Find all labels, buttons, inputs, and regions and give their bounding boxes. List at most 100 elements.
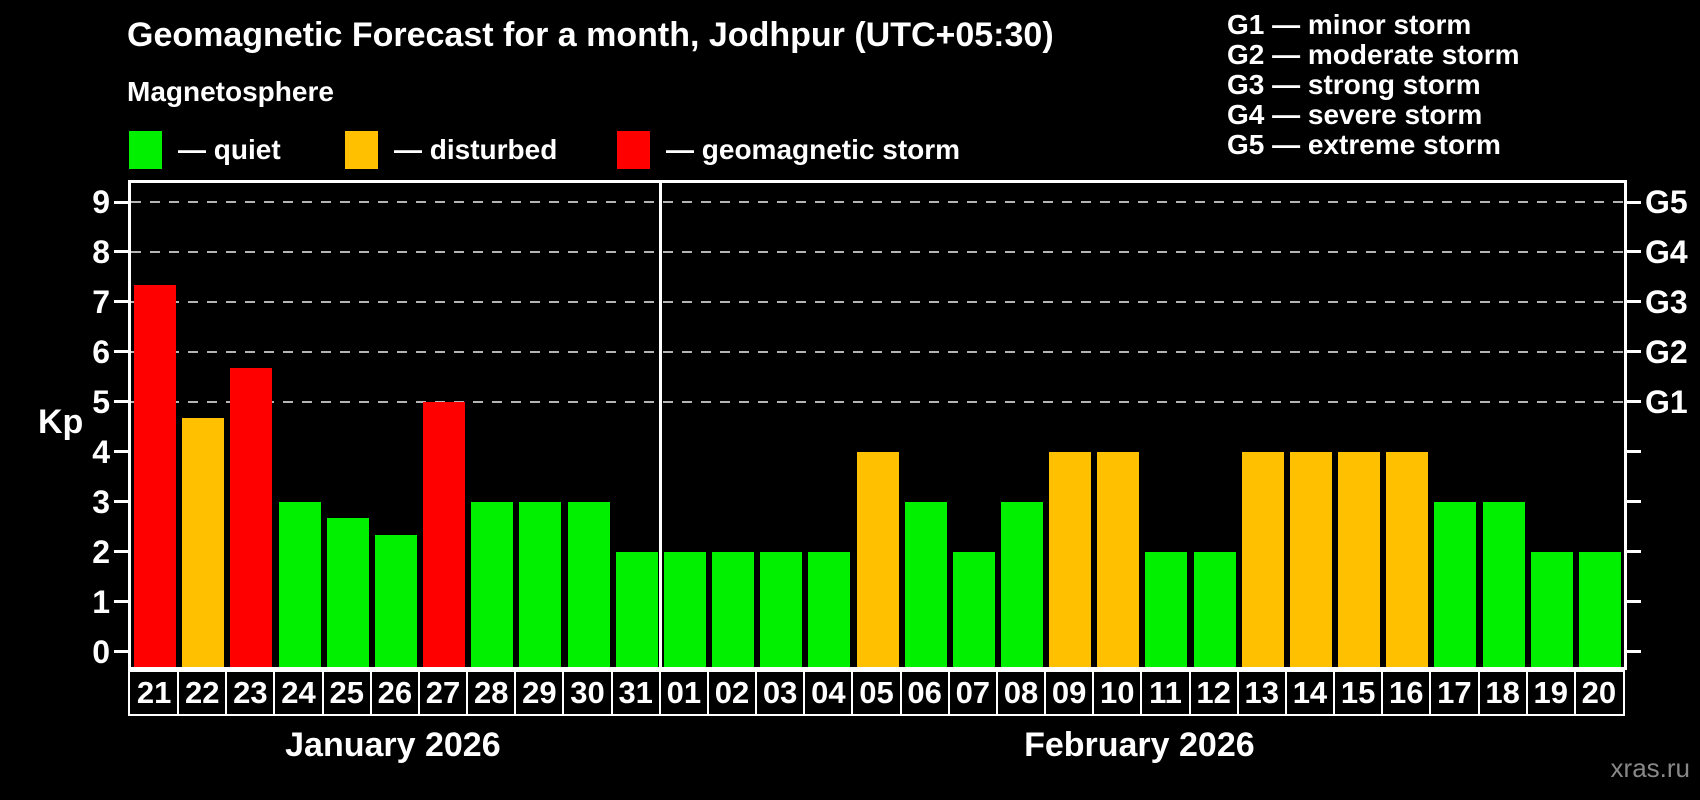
kp-bar-day-21 — [134, 285, 177, 667]
gridline-kp7 — [131, 300, 1624, 303]
legend-item-quiet: — quiet — [129, 131, 281, 169]
watermark: xras.ru — [1610, 753, 1690, 783]
x-day-label-10: 10 — [1100, 675, 1135, 710]
kp-bar-day-19 — [1530, 551, 1573, 667]
x-day-label-03: 03 — [762, 675, 798, 710]
kp-bar-day-31 — [615, 551, 658, 667]
y-tick-label-5: 5 — [92, 383, 110, 420]
kp-bar-day-15 — [1338, 451, 1381, 667]
x-day-label-31: 31 — [618, 675, 653, 710]
kp-bar-day-24 — [278, 501, 321, 667]
x-cell-divider — [1429, 672, 1432, 714]
legend-swatch-quiet — [129, 131, 162, 169]
x-cell-divider — [899, 672, 902, 714]
x-day-label-05: 05 — [859, 675, 894, 710]
x-cell-divider — [369, 672, 372, 714]
kp-bar-day-07 — [952, 551, 995, 667]
x-day-label-21: 21 — [136, 675, 172, 710]
x-day-label-01: 01 — [666, 675, 702, 710]
x-day-label-02: 02 — [714, 675, 750, 710]
y-tick-label-1: 1 — [92, 583, 110, 620]
x-cell-divider — [562, 672, 565, 714]
month-label-1: February 2026 — [1024, 726, 1255, 764]
x-day-label-24: 24 — [281, 675, 316, 710]
x-cell-divider — [851, 672, 854, 714]
kp-bar-day-05 — [856, 451, 899, 667]
legend-label: — quiet — [178, 134, 281, 165]
right-axis-label-g1: G1 — [1645, 383, 1688, 420]
x-cell-divider — [177, 672, 180, 714]
x-day-label-14: 14 — [1292, 675, 1328, 710]
x-day-label-26: 26 — [377, 675, 413, 710]
x-cell-divider — [273, 672, 276, 714]
x-day-label-04: 04 — [811, 675, 846, 710]
x-cell-divider — [658, 672, 661, 714]
y-tick-label-8: 8 — [92, 233, 110, 270]
y-axis-title: Kp — [38, 403, 84, 441]
x-day-label-25: 25 — [329, 675, 364, 710]
x-cell-divider — [1525, 672, 1528, 714]
gridline-kp8 — [131, 250, 1624, 253]
x-cell-divider — [417, 672, 420, 714]
x-cell-divider — [1573, 672, 1576, 714]
page-title: Geomagnetic Forecast for a month, Jodhpu… — [127, 16, 1054, 54]
x-cell-divider — [466, 672, 469, 714]
y-tick-right-7 — [1627, 300, 1641, 304]
y-tick-left-3 — [114, 500, 128, 504]
x-day-label-20: 20 — [1581, 675, 1617, 710]
kp-bar-day-16 — [1386, 451, 1429, 667]
legend-swatch-storm — [617, 131, 650, 169]
kp-bar-day-18 — [1482, 501, 1525, 667]
x-day-label-09: 09 — [1051, 675, 1087, 710]
legend-swatch-disturbed — [345, 131, 378, 169]
legend-item-storm: — geomagnetic storm — [617, 131, 960, 169]
x-cell-divider — [225, 672, 228, 714]
x-cell-divider — [1140, 672, 1143, 714]
y-tick-right-4 — [1627, 450, 1641, 454]
kp-bar-day-09 — [1049, 451, 1092, 667]
right-axis-label-g2: G2 — [1645, 333, 1688, 370]
kp-bar-day-14 — [1289, 451, 1332, 667]
kp-bar-day-25 — [326, 518, 369, 667]
x-cell-divider — [1477, 672, 1480, 714]
x-axis-day-labels: 21 22 23 24 25 26 27 28 29 30 31 01 02 03 04 05 06 07 08 09… — [128, 670, 1625, 716]
x-cell-divider — [610, 672, 613, 714]
y-tick-right-6 — [1627, 350, 1641, 354]
y-tick-label-3: 3 — [92, 483, 110, 520]
y-tick-left-7 — [114, 300, 128, 304]
g-legend-line: G3 — strong storm — [1227, 69, 1481, 100]
kp-bar-day-20 — [1578, 551, 1621, 667]
kp-bar-day-06 — [904, 501, 947, 667]
kp-bar-day-12 — [1193, 551, 1236, 667]
kp-bar-day-30 — [567, 501, 610, 667]
kp-bar-day-28 — [471, 501, 514, 667]
kp-bar-day-01 — [663, 551, 706, 667]
y-tick-left-1 — [114, 600, 128, 604]
g-legend-line: G1 — minor storm — [1227, 9, 1472, 40]
x-cell-divider — [1236, 672, 1239, 714]
kp-bar-day-08 — [1000, 501, 1043, 667]
x-day-label-29: 29 — [522, 675, 557, 710]
plot-inner — [131, 183, 1624, 667]
y-tick-right-0 — [1627, 650, 1641, 653]
kp-bar-day-11 — [1145, 551, 1188, 667]
kp-bar-day-22 — [182, 418, 225, 667]
x-cell-divider — [706, 672, 709, 714]
kp-bar-day-23 — [230, 368, 273, 667]
x-cell-divider — [321, 672, 324, 714]
y-tick-left-5 — [114, 400, 128, 404]
x-day-label-13: 13 — [1244, 675, 1280, 710]
legend-label: — disturbed — [394, 134, 558, 165]
kp-bar-day-17 — [1434, 501, 1477, 667]
x-cell-divider — [1188, 672, 1191, 714]
x-day-label-30: 30 — [570, 675, 605, 710]
chart-subtitle: Magnetosphere — [127, 76, 334, 107]
right-axis-label-g5: G5 — [1645, 184, 1688, 221]
y-tick-right-2 — [1627, 550, 1641, 554]
y-tick-label-6: 6 — [92, 333, 110, 370]
legend-item-disturbed: — disturbed — [345, 131, 557, 169]
x-day-label-12: 12 — [1196, 675, 1231, 710]
x-day-label-08: 08 — [1003, 675, 1039, 710]
x-day-label-07: 07 — [955, 675, 991, 710]
month-label-0: January 2026 — [285, 726, 501, 764]
